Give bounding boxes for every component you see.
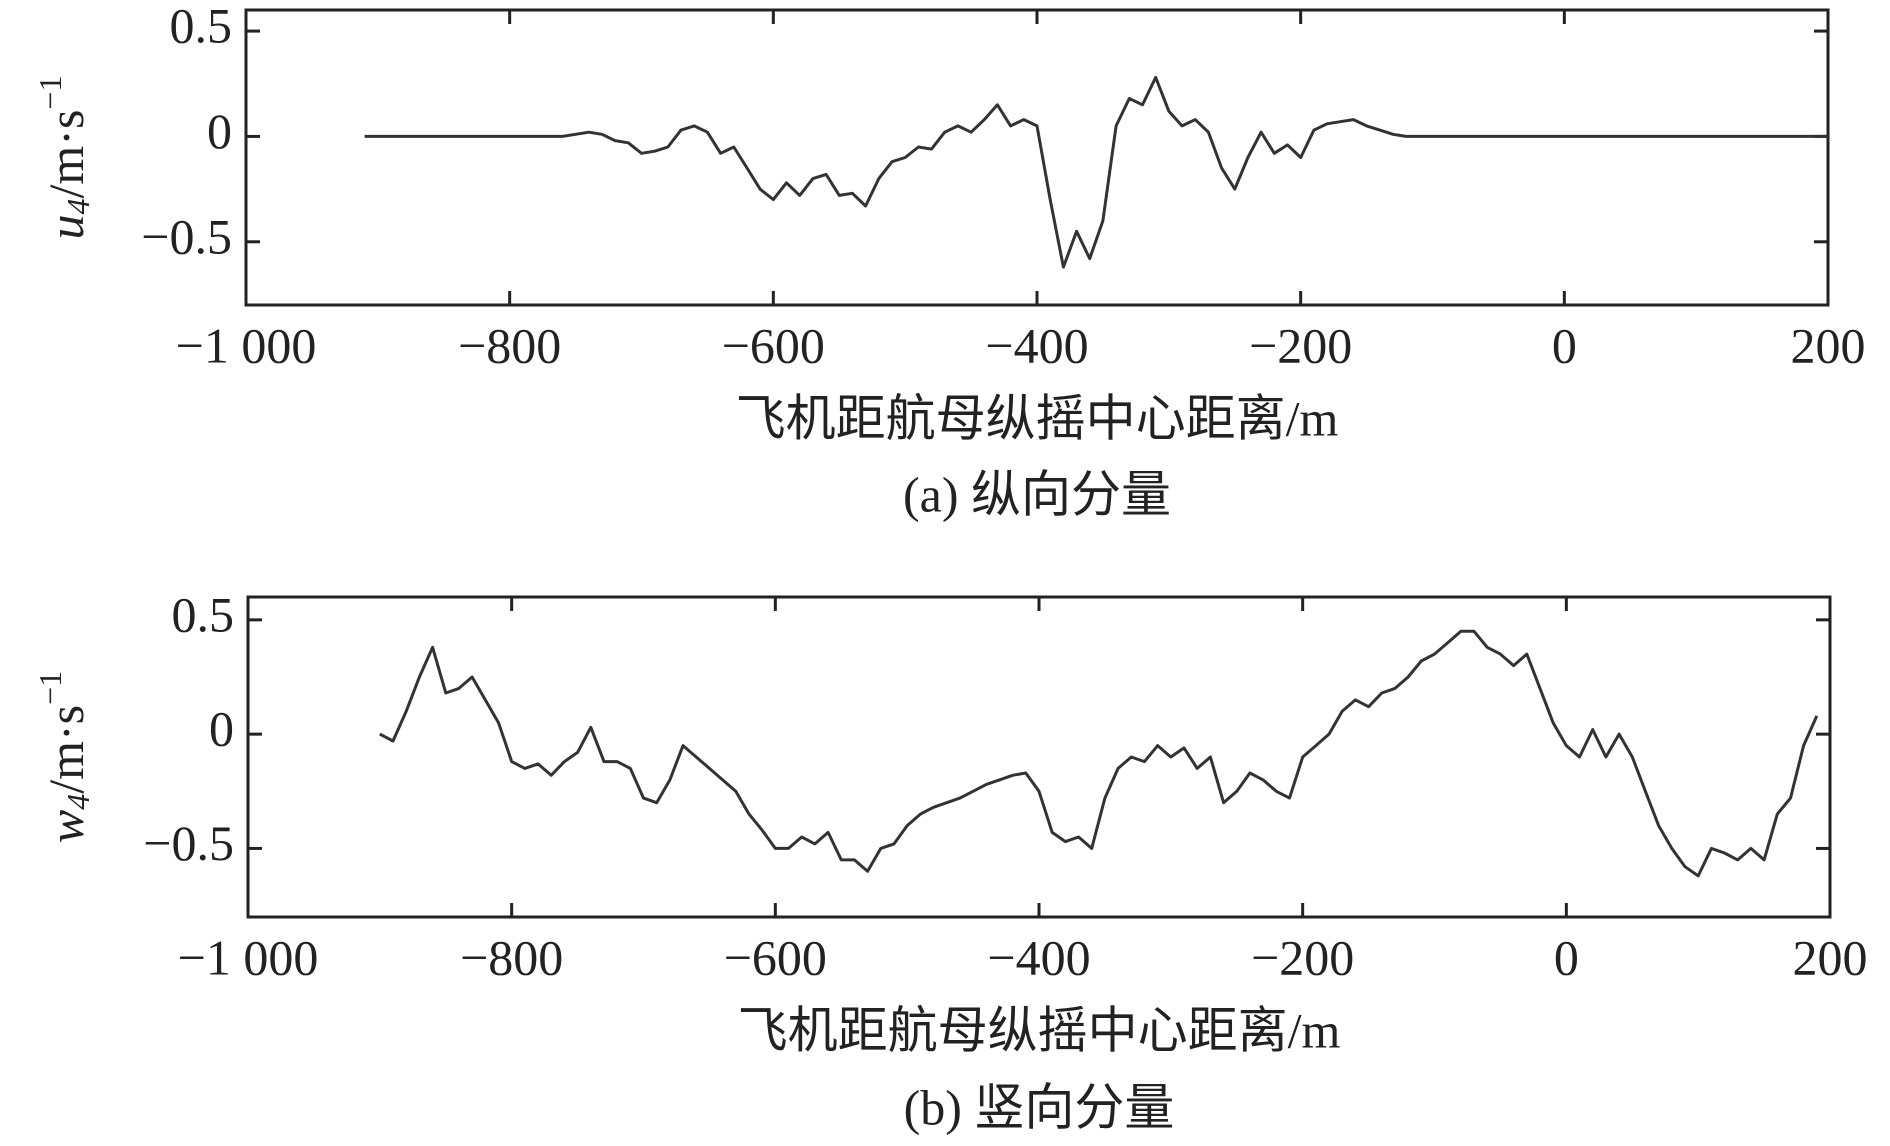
caption: (a) 纵向分量 — [903, 466, 1171, 522]
x-tick-label: −800 — [458, 317, 561, 373]
x-tick-label: −1 000 — [178, 929, 319, 985]
x-tick-label: −200 — [1251, 929, 1354, 985]
data-line — [364, 75, 1828, 269]
y-tick-label: 0 — [209, 701, 234, 757]
plot-frame — [246, 595, 1832, 919]
y-label-unit: /m·s — [38, 705, 94, 794]
x-tick-label: 200 — [1793, 929, 1868, 985]
y-tick-label: −0.5 — [141, 208, 232, 264]
x-tick-label: 200 — [1791, 317, 1866, 373]
x-tick-label: −200 — [1249, 317, 1352, 373]
subplot: −1 000 −800 −600 −400 −200 0 200 −0.5 0 0.5 飞机距航母纵… — [32, 0, 1865, 522]
y-label-symbol: u — [38, 214, 94, 239]
y-tick-label: −0.5 — [143, 815, 234, 871]
caption: (b) 竖向分量 — [904, 1079, 1175, 1135]
x-axis-label: 飞机距航母纵摇中心距离/m — [738, 1002, 1341, 1058]
y-label-subscript: 4 — [60, 198, 96, 214]
y-tick-label: 0.5 — [170, 0, 233, 54]
y-label-symbol: w — [38, 810, 94, 843]
x-tick-label: −400 — [987, 929, 1090, 985]
x-tick-label: −600 — [724, 929, 827, 985]
x-tick-label: 0 — [1552, 317, 1577, 373]
x-tick-label: −400 — [985, 317, 1088, 373]
plot-frame — [244, 8, 1830, 307]
y-label-exponent: −1 — [32, 76, 68, 110]
x-tick-label: −1 000 — [176, 317, 317, 373]
subplot: −1 000 −800 −600 −400 −200 0 200 −0.5 0 0.5 飞机距航母纵… — [32, 586, 1867, 1135]
y-axis-label: u4/m·s−1 — [32, 76, 96, 240]
x-axis-label: 飞机距航母纵摇中心距离/m — [736, 390, 1339, 446]
y-label-unit: /m·s — [38, 110, 94, 199]
y-label-exponent: −1 — [32, 671, 68, 705]
y-label-subscript: 4 — [60, 794, 96, 810]
data-line — [379, 629, 1819, 878]
y-axis-label: w4/m·s−1 — [32, 671, 96, 843]
y-tick-label: 0 — [207, 103, 232, 159]
x-tick-label: 0 — [1554, 929, 1579, 985]
x-tick-label: −600 — [722, 317, 825, 373]
x-tick-label: −800 — [460, 929, 563, 985]
y-tick-label: 0.5 — [172, 586, 235, 642]
